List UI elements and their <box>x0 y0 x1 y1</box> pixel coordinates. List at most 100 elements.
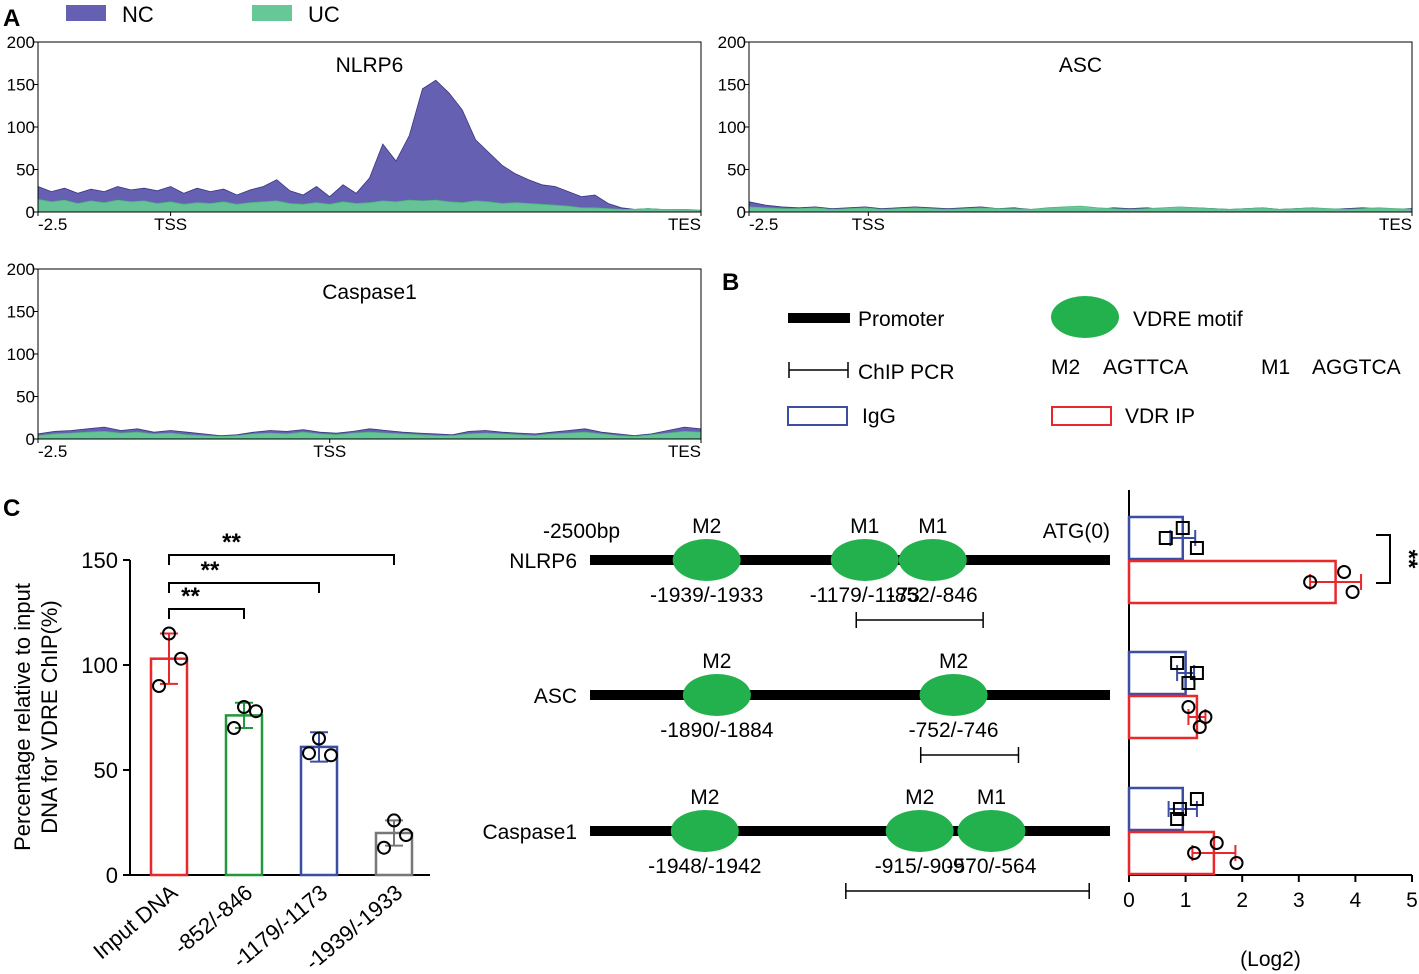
log2-asc-vdr-bar <box>1127 694 1199 740</box>
chip-bar-1179-1173 <box>299 745 339 877</box>
nlrp6-nc-area <box>37 79 702 213</box>
diagram-asc-motif-0 <box>682 674 751 716</box>
diagram-nlrp6-motif-pos-0: -1939/-1933 <box>650 584 763 607</box>
nlrp6-profile-chart: 0 50 100 150 200 -2.5 TSS TES NLRP6 <box>7 33 702 234</box>
log2-caspase1-vdr-point-0 <box>1187 846 1202 860</box>
legend-uc-label: UC <box>308 2 340 27</box>
asc-uc-area <box>748 205 1413 213</box>
legend-chip-pcr-label: ChIP PCR <box>858 361 954 384</box>
caspase1-uc-area <box>37 430 702 440</box>
chip-ylabel-line1: Percentage relative to input <box>10 583 35 851</box>
nlrp6-ytick-label-100: 100 <box>7 118 35 137</box>
diagram-asc-motif-id-1: M2 <box>939 650 968 673</box>
nlrp6-title: NLRP6 <box>336 54 404 77</box>
diagram-asc-motif-pos-0: -1890/-1884 <box>660 719 774 742</box>
log2-nlrp6-sig-label: ** <box>1395 550 1419 569</box>
diagram-caspase1-motif-pos-0: -1948/-1942 <box>648 855 761 878</box>
caspase1-xtick-label-2-5: -2.5 <box>38 442 67 461</box>
panel-label-b: B <box>722 269 739 296</box>
asc-xtick-label-2-5: -2.5 <box>749 215 778 234</box>
chip-bar-1939-1933-point-0 <box>387 813 401 828</box>
diagram-caspase1-motif-1 <box>885 810 954 852</box>
nlrp6-xtick-label-tss: TSS <box>154 215 187 234</box>
asc-profile-chart: 0 50 100 150 200 -2.5 TSS TES ASC <box>718 33 1413 234</box>
chip-bar-input-dna-point-1 <box>174 651 188 666</box>
log2-xtick-label-5: 5 <box>1406 889 1418 912</box>
diagram-caspase1-motif-0 <box>670 810 739 852</box>
diagram-nlrp6-motif-id-2: M1 <box>918 515 947 538</box>
chip-bar-1179-1173-point-1 <box>324 748 338 763</box>
log2-nlrp6-igg-point-0 <box>1158 531 1173 545</box>
nlrp6-ytick-label-150: 150 <box>7 76 35 95</box>
chip-sig-label-0: ** <box>181 583 200 610</box>
legend-igg-swatch <box>787 406 848 426</box>
diagram-caspase1-promoter-line <box>590 826 1110 836</box>
chip-sig-label-2: ** <box>222 529 241 556</box>
asc-ytick-label-100: 100 <box>718 118 746 137</box>
legend-nc-swatch <box>66 5 106 21</box>
caspase1-xtick-label-tes: TES <box>668 442 701 461</box>
legend-chip-pcr-swatch <box>788 362 849 378</box>
diagram-caspase1-motif-pos-1: -915/-909 <box>875 855 965 878</box>
caspase1-title: Caspase1 <box>322 281 417 304</box>
legend-igg-label: IgG <box>862 405 896 428</box>
log2-xtick-label-2: 2 <box>1236 889 1248 912</box>
log2-nlrp6-igg-point-2 <box>1189 541 1204 555</box>
diagram-start-label: -2500bp <box>543 520 620 543</box>
log2-nlrp6-vdr-point-0 <box>1303 575 1318 589</box>
asc-ytick-label-200: 200 <box>718 33 746 52</box>
log2-caspase1-vdr-point-2 <box>1229 856 1244 870</box>
asc-xtick-label-tss: TSS <box>852 215 885 234</box>
promoter-diagram: -2500bp ATG(0) NLRP6 M2 -1939/-1933 M1 -1179/-… <box>482 515 1110 899</box>
chip-sig-bracket-2 <box>168 554 395 565</box>
log2-nlrp6-vdr-point-1 <box>1337 565 1352 579</box>
asc-ytick-label-50: 50 <box>727 161 746 180</box>
legend-m2-label: M2 <box>1051 356 1080 379</box>
caspase1-ytick-label-50: 50 <box>16 388 35 407</box>
chip-bar-1179-1173-point-2 <box>302 746 316 761</box>
log2-caspase1-igg-point-0 <box>1172 802 1187 816</box>
nlrp6-xtick-label-tes: TES <box>668 215 701 234</box>
diagram-nlrp6-motif-pos-2: -852/-846 <box>888 584 978 607</box>
chip-bar-1939-1933-point-2 <box>377 840 391 855</box>
diagram-caspase1-motif-id-2: M1 <box>977 786 1006 809</box>
diagram-caspase1-gene-label: Caspase1 <box>482 821 577 844</box>
nlrp6-ytick-label-200: 200 <box>7 33 35 52</box>
legend-m2-seq: AGTTCA <box>1103 356 1188 379</box>
chip-bar-852-846-point-2 <box>227 721 241 735</box>
chip-bar-852-846 <box>224 714 264 877</box>
log2-xtick-label-4: 4 <box>1350 889 1362 912</box>
log2-nlrp6-vdr-point-2 <box>1345 585 1360 599</box>
log2-xtick-label-3: 3 <box>1293 889 1305 912</box>
caspase1-ytick-label-100: 100 <box>7 345 35 364</box>
diagram-nlrp6-motif-2 <box>898 539 967 581</box>
diagram-asc-promoter-line <box>590 690 1110 700</box>
legend-m1-seq: AGGTCA <box>1312 356 1401 379</box>
log2-nlrp6-igg-point-1 <box>1175 521 1190 535</box>
log2-caspase1-igg-point-2 <box>1170 812 1185 826</box>
nlrp6-ytick-label-50: 50 <box>16 161 35 180</box>
chip-ytick-label-50: 50 <box>94 758 118 783</box>
diagram-asc-motif-1 <box>919 674 988 716</box>
chip-ylabel-line2: DNA for VDRE ChIP(%) <box>37 600 62 834</box>
diagram-nlrp6-motif-pos-1: -1179/-1173 <box>810 584 920 607</box>
log2-caspase1-igg-point-1 <box>1189 792 1204 806</box>
chip-bar-input-dna-point-2 <box>152 679 166 693</box>
log2-asc-vdr-point-1 <box>1181 700 1196 714</box>
log2-nlrp6-sig-bracket <box>1376 534 1391 584</box>
log2-asc-igg-point-1 <box>1170 656 1185 670</box>
legend-vdr-ip-label: VDR IP <box>1125 405 1195 428</box>
caspase1-ytick-label-0: 0 <box>26 430 35 449</box>
diagram-asc-motif-id-0: M2 <box>702 650 731 673</box>
chip-bar-852-846-point-1 <box>249 704 263 719</box>
chip-ytick-label-0: 0 <box>106 863 118 888</box>
vdre-chip-bar-chart: 0 50 100 150 Percentage relative to input DNA… <box>10 529 430 974</box>
diagram-nlrp6-motif-1 <box>830 539 899 581</box>
diagram-nlrp6-motif-id-0: M2 <box>692 515 721 538</box>
diagram-asc-gene-label: ASC <box>534 685 577 708</box>
chip-sig-label-1: ** <box>201 557 220 584</box>
asc-ytick-label-150: 150 <box>718 76 746 95</box>
log2-xlabel: (Log2) <box>1240 948 1301 971</box>
legend-vdre-motif-swatch <box>1051 296 1119 338</box>
chip-sig-bracket-0 <box>168 608 245 619</box>
